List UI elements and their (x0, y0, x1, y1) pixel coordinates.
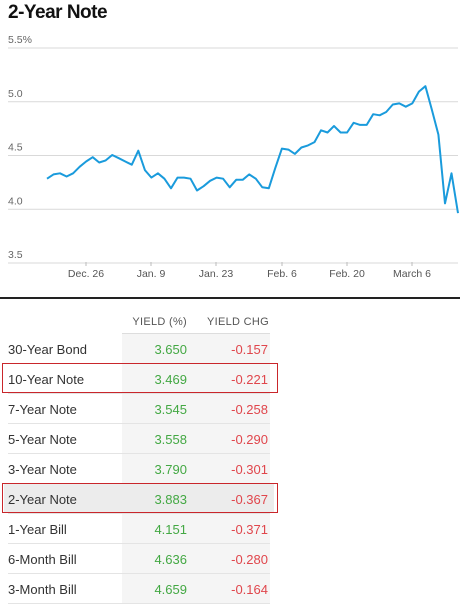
row-shade (4, 484, 274, 513)
yield-line-chart: 5.5% 5.0 4.5 4.0 3.5 Dec. 26 Jan. 9 Jan. 23 Feb.… (8, 34, 459, 280)
y-tick-label: 5.5% (8, 34, 32, 46)
security-name: 2-Year Note (8, 492, 77, 507)
security-name: 7-Year Note (8, 402, 77, 417)
row-shade (122, 424, 270, 453)
table-row[interactable]: 6-Month Bill 4.636 -0.280 (0, 544, 460, 574)
table-row[interactable]: 7-Year Note 3.545 -0.258 (0, 394, 460, 424)
chart-title: 2-Year Note (8, 2, 108, 23)
x-tick-label: Jan. 9 (137, 268, 166, 280)
y-tick-label: 4.5 (8, 142, 23, 154)
section-divider (0, 297, 460, 299)
row-divider (8, 423, 270, 424)
yield-change-value: -0.221 (231, 372, 268, 387)
security-name: 10-Year Note (8, 372, 85, 387)
security-name: 30-Year Bond (8, 342, 88, 357)
x-tick-label: Jan. 23 (199, 268, 234, 280)
row-divider (8, 393, 270, 394)
table-row[interactable]: 5-Year Note 3.558 -0.290 (0, 424, 460, 454)
security-name: 6-Month Bill (8, 552, 77, 567)
y-tick-label: 4.0 (8, 195, 23, 207)
row-shade (122, 454, 270, 483)
header-yield-chg: YIELD CHG (207, 316, 269, 328)
row-shade (122, 364, 270, 393)
yield-change-value: -0.258 (231, 402, 268, 417)
row-divider (8, 543, 270, 544)
security-name: 3-Year Note (8, 462, 77, 477)
row-shade (122, 394, 270, 423)
header-rule (122, 333, 270, 334)
row-divider (8, 513, 270, 514)
header-yield: YIELD (%) (132, 316, 187, 328)
yield-change-value: -0.290 (231, 432, 268, 447)
row-divider (8, 573, 270, 574)
yield-value: 4.659 (154, 582, 187, 597)
yield-value: 3.790 (154, 462, 187, 477)
table-row[interactable]: 10-Year Note 3.469 -0.221 (0, 363, 460, 394)
yield-change-value: -0.371 (231, 522, 268, 537)
yield-value: 4.636 (154, 552, 187, 567)
yield-change-value: -0.301 (231, 462, 268, 477)
row-shade (122, 514, 270, 543)
yield-value: 3.883 (154, 492, 187, 507)
x-tick-label: Feb. 20 (329, 268, 365, 280)
highlight-box (2, 483, 278, 513)
yield-value: 4.151 (154, 522, 187, 537)
yield-value: 3.469 (154, 372, 187, 387)
x-tick-label: Dec. 26 (68, 268, 104, 280)
row-shade (122, 574, 270, 603)
table-body: 30-Year Bond 3.650 -0.157 10-Year Note 3.469… (0, 334, 460, 604)
highlight-box (2, 363, 278, 393)
y-tick-label: 3.5 (8, 249, 23, 261)
x-tick-label: March 6 (393, 268, 431, 280)
x-tick-label: Feb. 6 (267, 268, 297, 280)
yield-change-value: -0.157 (231, 342, 268, 357)
yield-change-value: -0.280 (231, 552, 268, 567)
table-row[interactable]: 3-Year Note 3.790 -0.301 (0, 454, 460, 484)
security-name: 1-Year Bill (8, 522, 67, 537)
table-row[interactable]: 2-Year Note 3.883 -0.367 (0, 483, 460, 514)
row-shade (122, 544, 270, 573)
yield-value: 3.545 (154, 402, 187, 417)
yield-series-line (46, 85, 459, 214)
table-row[interactable]: 30-Year Bond 3.650 -0.157 (0, 334, 460, 364)
table-row[interactable]: 3-Month Bill 4.659 -0.164 (0, 574, 460, 604)
row-divider (8, 453, 270, 454)
table-header: YIELD (%) YIELD CHG (0, 308, 460, 334)
table-row[interactable]: 1-Year Bill 4.151 -0.371 (0, 514, 460, 544)
security-name: 3-Month Bill (8, 582, 77, 597)
yield-value: 3.558 (154, 432, 187, 447)
yield-change-value: -0.164 (231, 582, 268, 597)
yield-value: 3.650 (154, 342, 187, 357)
row-shade (122, 334, 270, 363)
security-name: 5-Year Note (8, 432, 77, 447)
yields-table: YIELD (%) YIELD CHG 30-Year Bond 3.650 -0.… (0, 308, 460, 604)
y-tick-label: 5.0 (8, 88, 23, 100)
yield-change-value: -0.367 (231, 492, 268, 507)
